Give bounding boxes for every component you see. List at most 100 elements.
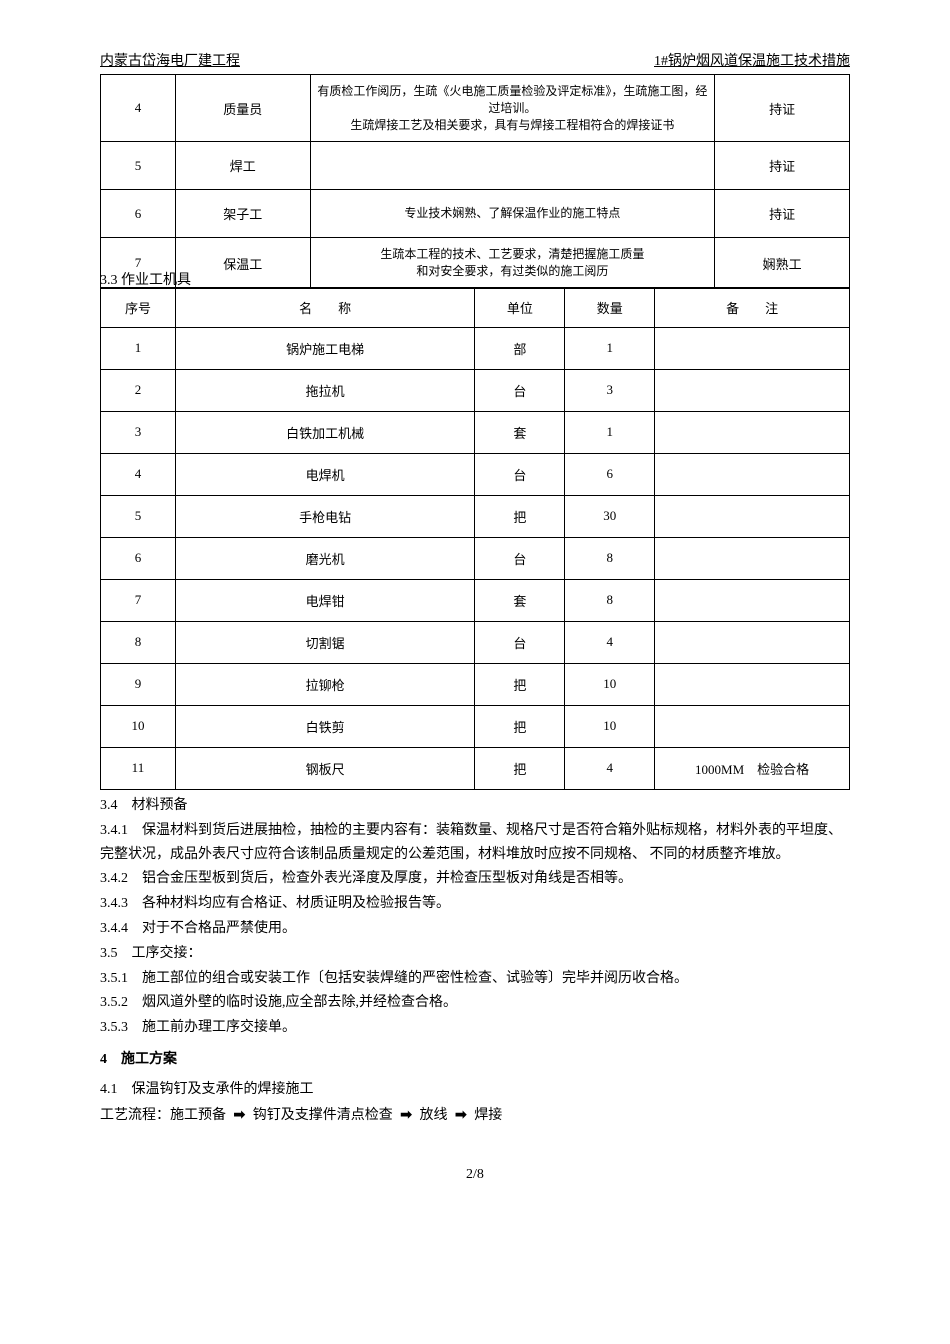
cell-qty: 8: [565, 537, 655, 579]
cell-no: 7: [101, 579, 176, 621]
row-no: 5: [101, 142, 176, 190]
cell-no: 9: [101, 663, 176, 705]
table-row: 8切割锯台4: [101, 621, 850, 663]
col-qty: 数量: [565, 287, 655, 327]
cell-remark: [655, 663, 850, 705]
table-row: 11钢板尺把41000MM 检验合格: [101, 747, 850, 789]
cell-no: 5: [101, 495, 176, 537]
cell-no: 6: [101, 537, 176, 579]
cell-unit: 把: [475, 747, 565, 789]
arrow-icon: ➡: [400, 1103, 412, 1127]
col-remark: 备 注: [655, 287, 850, 327]
row-desc: [310, 142, 714, 190]
cell-unit: 台: [475, 369, 565, 411]
cell-unit: 台: [475, 453, 565, 495]
cell-remark: [655, 495, 850, 537]
table-row: 2拖拉机台3: [101, 369, 850, 411]
cell-no: 8: [101, 621, 176, 663]
cell-no: 3: [101, 411, 176, 453]
para-4-1: 4.1 保温钩钉及支承件的焊接施工: [100, 1078, 850, 1102]
cell-name: 拖拉机: [175, 369, 475, 411]
row-no: 4: [101, 75, 176, 142]
cell-name: 电焊机: [175, 453, 475, 495]
section-3-4-title: 3.4 材料预备: [100, 794, 850, 818]
table-row: 7电焊钳套8: [101, 579, 850, 621]
flow-step-2: 钩钉及支撑件清点检查: [253, 1108, 393, 1123]
heading-4: 4 施工方案: [100, 1048, 850, 1072]
cell-unit: 台: [475, 537, 565, 579]
cell-no: 1: [101, 327, 176, 369]
para-3-5-1: 3.5.1 施工部位的组合或安装工作〔包括安装焊缝的严密性检查、试验等〕完毕并阅…: [100, 967, 850, 991]
cell-remark: [655, 537, 850, 579]
table-row: 3白铁加工机械套1: [101, 411, 850, 453]
table-row: 5手枪电钻把30: [101, 495, 850, 537]
table-row: 6磨光机台8: [101, 537, 850, 579]
cell-no: 4: [101, 453, 176, 495]
cell-name: 钢板尺: [175, 747, 475, 789]
cell-unit: 把: [475, 495, 565, 537]
para-3-5-2: 3.5.2 烟风道外壁的临时设施,应全部去除,并经检查合格。: [100, 991, 850, 1015]
table-row: 5焊工 持证: [101, 142, 850, 190]
cell-remark: [655, 327, 850, 369]
flow-step-1: 工艺流程：施工预备: [100, 1108, 226, 1123]
table-header-row: 序号名 称单位数量备 注: [101, 287, 850, 327]
cell-qty: 10: [565, 663, 655, 705]
cell-qty: 8: [565, 579, 655, 621]
row-no: 6: [101, 190, 176, 238]
arrow-icon: ➡: [234, 1103, 246, 1127]
cell-qty: 10: [565, 705, 655, 747]
cell-name: 切割锯: [175, 621, 475, 663]
cell-name: 白铁加工机械: [175, 411, 475, 453]
cell-qty: 4: [565, 621, 655, 663]
equipment-table: 序号名 称单位数量备 注1锅炉施工电梯部12拖拉机台33白铁加工机械套14电焊机…: [100, 287, 850, 790]
table-row: 1锅炉施工电梯部1: [101, 327, 850, 369]
section-3-5-title: 3.5 工序交接：: [100, 942, 850, 966]
table-row: 10白铁剪把10: [101, 705, 850, 747]
row-desc: 专业技术娴熟、了解保温作业的施工特点: [310, 190, 714, 238]
cell-remark: [655, 411, 850, 453]
page-number: 2/8: [100, 1167, 850, 1183]
cell-name: 白铁剪: [175, 705, 475, 747]
row-status: 持证: [715, 190, 850, 238]
cell-name: 手枪电钻: [175, 495, 475, 537]
cell-remark: 1000MM 检验合格: [655, 747, 850, 789]
cell-unit: 把: [475, 705, 565, 747]
para-3-5-3: 3.5.3 施工前办理工序交接单。: [100, 1016, 850, 1040]
cell-unit: 部: [475, 327, 565, 369]
row-role: 架子工: [175, 190, 310, 238]
cell-name: 电焊钳: [175, 579, 475, 621]
row-desc: 有质检工作阅历，生疏《火电施工质量检验及评定标准》，生疏施工图，经过培训。生疏焊…: [310, 75, 714, 142]
flow-step-3: 放线: [419, 1108, 447, 1123]
para-3-4-1: 3.4.1 保温材料到货后进展抽检，抽检的主要内容有：装箱数量、规格尺寸是否符合…: [100, 819, 850, 867]
table-row: 9拉铆枪把10: [101, 663, 850, 705]
row-status: 持证: [715, 142, 850, 190]
para-3-4-4: 3.4.4 对于不合格品严禁使用。: [100, 917, 850, 941]
row-role: 质量员: [175, 75, 310, 142]
cell-qty: 1: [565, 327, 655, 369]
col-no: 序号: [101, 287, 176, 327]
col-name: 名 称: [175, 287, 475, 327]
cell-no: 11: [101, 747, 176, 789]
cell-name: 磨光机: [175, 537, 475, 579]
cell-qty: 3: [565, 369, 655, 411]
flow-step-4: 焊接: [474, 1108, 502, 1123]
cell-unit: 套: [475, 579, 565, 621]
cell-no: 2: [101, 369, 176, 411]
col-unit: 单位: [475, 287, 565, 327]
table-row: 4电焊机台6: [101, 453, 850, 495]
section-3-3-title: 3.3 作业工机具: [100, 269, 850, 289]
cell-qty: 4: [565, 747, 655, 789]
arrow-icon: ➡: [455, 1103, 467, 1127]
header-left: 内蒙古岱海电厂建工程: [100, 50, 240, 70]
personnel-qualification-table: 4质量员有质检工作阅历，生疏《火电施工质量检验及评定标准》，生疏施工图，经过培训…: [100, 74, 850, 289]
process-flow: 工艺流程：施工预备 ➡ 钩钉及支撑件清点检查 ➡ 放线 ➡ 焊接: [100, 1103, 850, 1128]
cell-unit: 套: [475, 411, 565, 453]
cell-qty: 1: [565, 411, 655, 453]
cell-unit: 把: [475, 663, 565, 705]
cell-unit: 台: [475, 621, 565, 663]
row-role: 焊工: [175, 142, 310, 190]
header-right: 1#锅炉烟风道保温施工技术措施: [654, 50, 850, 70]
cell-qty: 6: [565, 453, 655, 495]
cell-remark: [655, 369, 850, 411]
cell-qty: 30: [565, 495, 655, 537]
